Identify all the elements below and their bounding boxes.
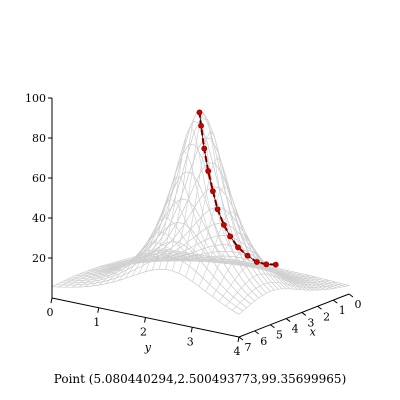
mesh-line-y [151,150,263,271]
y-axis-label: y [144,341,152,354]
x-tick-label-4: 4 [292,323,299,336]
mesh-line-y [238,285,350,315]
x-tick-label-0: 0 [355,298,362,311]
path-point-5 [227,233,234,240]
y-tick-mark [144,317,146,323]
mesh-line-y [185,157,296,278]
y-tick-label-0: 0 [47,306,54,319]
x-tick-mark [317,305,322,310]
path-point-4 [235,244,241,251]
x-tick-label-2: 2 [323,310,330,323]
mesh-line-y [218,263,330,302]
y-tick-mark [237,336,240,343]
z-tick-label-3: 80 [32,132,46,145]
x-axis-line [238,293,350,338]
z-tick-label-4: 100 [25,92,46,105]
mesh-line-y [198,211,309,287]
mesh-line-y [105,255,216,285]
path-point-6 [220,221,227,228]
x-tick-mark [348,293,354,298]
path-point-11 [198,122,204,129]
x-tick-label-5: 5 [276,329,283,342]
y-tick-label-2: 2 [140,326,147,339]
point-readout: Point (5.080440294,2.500493773,99.356999… [53,372,347,386]
x-tick-label-7: 7 [245,341,252,354]
path-point-10 [201,145,208,152]
x-tick-mark [270,324,275,329]
path-point-1 [263,261,270,268]
x-tick-mark [254,330,260,335]
x-tick-mark [301,312,307,316]
path-point-3 [244,252,251,259]
y-tick-mark [97,307,100,313]
y-tick-mark [190,327,193,333]
z-tick-label-2: 60 [32,172,46,185]
y-tick-mark [50,297,53,304]
mesh-line-y [225,273,336,307]
mesh-line-y [51,248,163,288]
x-tick-label-3: 3 [307,316,314,329]
x-tick-mark [238,336,244,341]
x-axis-label: x [310,326,317,339]
mesh-line-y [171,112,283,271]
y-tick-label-4: 4 [234,345,241,358]
y-tick-label-1: 1 [93,316,100,329]
z-tick-label-1: 40 [32,212,46,225]
path-point-7 [214,206,221,213]
y-tick-label-3: 3 [187,335,194,348]
path-point-0 [272,261,279,268]
path-point-9 [205,168,212,174]
path-series [196,109,279,268]
mesh-line-y [58,249,169,288]
mesh-line-y [191,185,303,282]
mesh-line-x [51,268,240,315]
mesh-line-y [232,281,343,311]
x-tick-mark [285,318,291,322]
x-tick-label-6: 6 [260,335,267,348]
mesh-line-x [158,249,346,287]
surface-mesh [51,110,350,315]
axes [48,97,354,343]
x-tick-label-1: 1 [339,304,346,317]
mesh-line-y [205,233,316,292]
path-point-12 [196,109,203,116]
x-tick-mark [332,299,338,304]
z-tick-label-0: 20 [32,252,46,265]
path-point-2 [253,259,260,265]
path-point-8 [209,188,216,195]
